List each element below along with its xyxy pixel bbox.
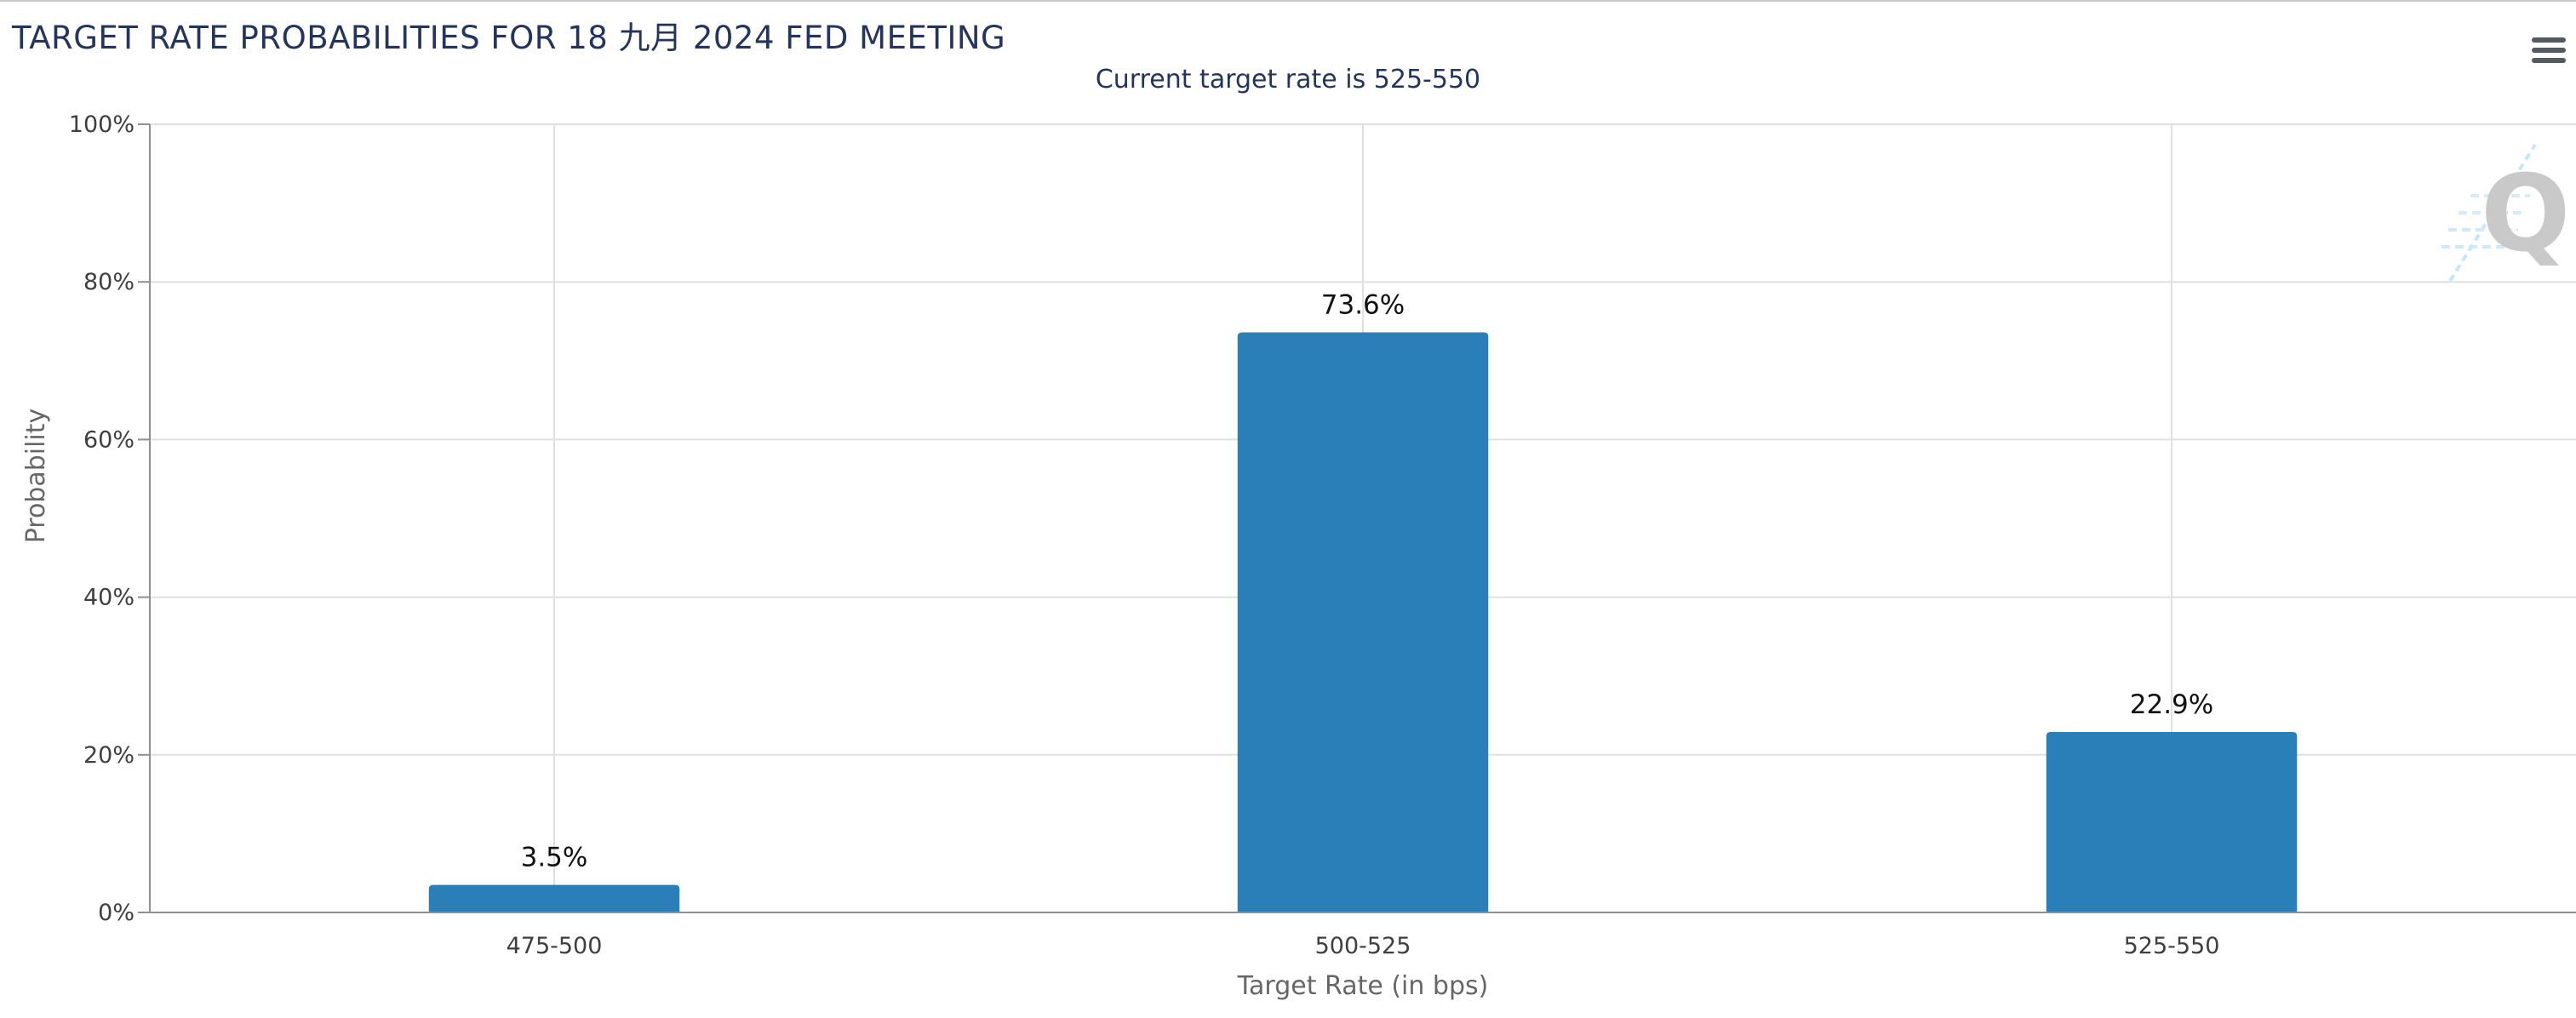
bars <box>428 332 2298 912</box>
y-tick-label: 100% <box>69 112 135 138</box>
y-axis-title: Probability <box>21 409 51 544</box>
x-tick-label-475-500: 475-500 <box>507 933 603 959</box>
data-label-500-525: 73.6% <box>1321 289 1405 320</box>
x-axis-title: Target Rate (in bps) <box>1237 971 1489 1001</box>
x-tick-label-500-525: 500-525 <box>1315 933 1411 959</box>
chart-subtitle: Current target rate is 525-550 <box>1095 65 1481 94</box>
y-tick-label: 0% <box>98 900 135 926</box>
bar-525-550 <box>2046 731 2298 912</box>
hamburger-menu-icon[interactable] <box>2530 34 2567 68</box>
y-tick-label: 60% <box>83 426 135 453</box>
y-tick-label: 80% <box>83 269 135 295</box>
axes <box>138 123 2576 913</box>
chart-title: TARGET RATE PROBABILITIES FOR 18 九月 2024… <box>12 20 1006 56</box>
y-tick-label: 40% <box>83 585 135 611</box>
menu-line <box>2532 48 2566 53</box>
x-tick-label-525-550: 525-550 <box>2124 933 2220 959</box>
data-label-525-550: 22.9% <box>2130 689 2213 720</box>
watermark-text: Q <box>2481 153 2570 276</box>
y-tick-label: 20% <box>83 742 135 769</box>
data-label-475-500: 3.5% <box>521 843 588 873</box>
labels: 0% 20% 40% 60% 80% 100% 3.5% 475-500 73.6% 500-52… <box>21 112 2219 1001</box>
menu-line <box>2532 58 2566 63</box>
top-border <box>0 0 2576 2</box>
bar-500-525 <box>1237 332 1489 912</box>
menu-line <box>2532 37 2566 43</box>
watermark-logo: Q <box>2441 143 2570 283</box>
bar-475-500 <box>428 884 680 912</box>
